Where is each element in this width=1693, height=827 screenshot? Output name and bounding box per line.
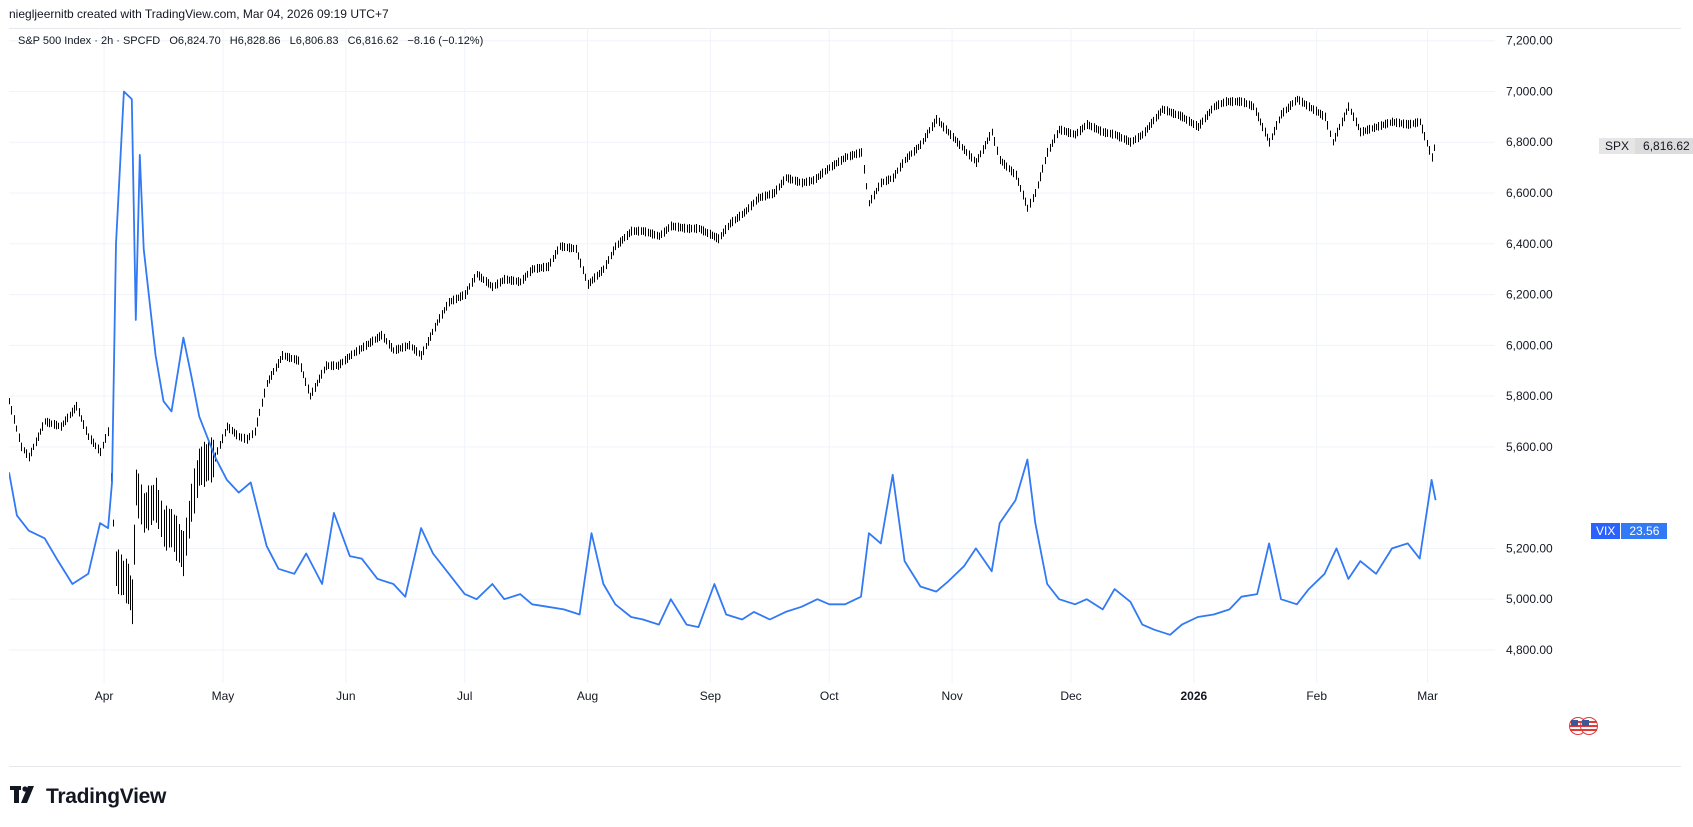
vix-series: [9, 90, 1437, 636]
legend-low: L6,806.83: [289, 35, 339, 47]
y-tick-label: 6,000.00: [1506, 338, 1553, 352]
x-tick-label: Dec: [1060, 689, 1081, 703]
legend-open: O6,824.70: [169, 35, 221, 47]
x-tick-label: Nov: [941, 689, 962, 703]
y-axis: 7,200.00 7,000.00 6,800.00 6,600.00 6,400.00…: [1506, 34, 1553, 657]
y-tick-label: 5,800.00: [1506, 389, 1553, 403]
chart-frame: [9, 28, 1681, 767]
spx-tag-value: 6,816.62: [1635, 138, 1693, 154]
spx-price-tag: SPX 6,816.62: [1599, 138, 1693, 154]
spx-tag-symbol: SPX: [1599, 138, 1636, 154]
tradingview-logo-icon: [10, 786, 40, 808]
y-tick-label: 7,200.00: [1506, 34, 1553, 48]
x-tick-label: May: [212, 689, 235, 703]
us-flag-icon[interactable]: [1567, 717, 1601, 735]
y-tick-label: 6,600.00: [1506, 186, 1553, 200]
x-tick-label: Oct: [820, 689, 839, 703]
vix-price-tag: VIX 23.56: [1591, 523, 1668, 539]
brand-name: TradingView: [46, 785, 167, 808]
symbol-legend: S&P 500 Index · 2h · SPCFD O6,824.70 H6,…: [18, 35, 489, 47]
x-tick-label: Apr: [95, 689, 114, 703]
legend-high: H6,828.86: [229, 35, 281, 47]
chart-plot[interactable]: 7,200.00 7,000.00 6,800.00 6,600.00 6,400.00…: [9, 28, 1681, 766]
x-tick-label: Jun: [336, 689, 355, 703]
y-tick-label: 5,600.00: [1506, 440, 1553, 454]
x-tick-label: Sep: [700, 689, 722, 703]
y-tick-label: 6,200.00: [1506, 288, 1553, 302]
y-tick-label: 7,000.00: [1506, 84, 1553, 98]
x-tick-label: Feb: [1306, 689, 1327, 703]
legend-close: C6,816.62: [347, 35, 399, 47]
y-tick-label: 5,200.00: [1506, 541, 1553, 555]
y-tick-label: 5,000.00: [1506, 592, 1553, 606]
chart-header: niegljeernitb created with TradingView.c…: [9, 7, 389, 21]
vix-tag-value: 23.56: [1621, 523, 1668, 539]
y-tick-label: 6,400.00: [1506, 237, 1553, 251]
legend-symbol: S&P 500 Index · 2h · SPCFD: [18, 35, 161, 47]
y-tick-label: 4,800.00: [1506, 643, 1553, 657]
tradingview-branding[interactable]: TradingView: [10, 785, 166, 809]
grid-lines: [9, 28, 1495, 683]
x-axis: Apr May Jun Jul Aug Sep Oct Nov Dec 2026 Feb Mar: [95, 689, 1438, 703]
x-tick-label: 2026: [1180, 689, 1207, 703]
vix-tag-symbol: VIX: [1591, 523, 1622, 539]
y-tick-label: 6,800.00: [1506, 135, 1553, 149]
x-tick-label: Mar: [1417, 689, 1438, 703]
x-tick-label: Jul: [457, 689, 472, 703]
spx-series: [9, 95, 1435, 625]
x-tick-label: Aug: [577, 689, 598, 703]
legend-change: −8.16 (−0.12%): [407, 35, 484, 47]
